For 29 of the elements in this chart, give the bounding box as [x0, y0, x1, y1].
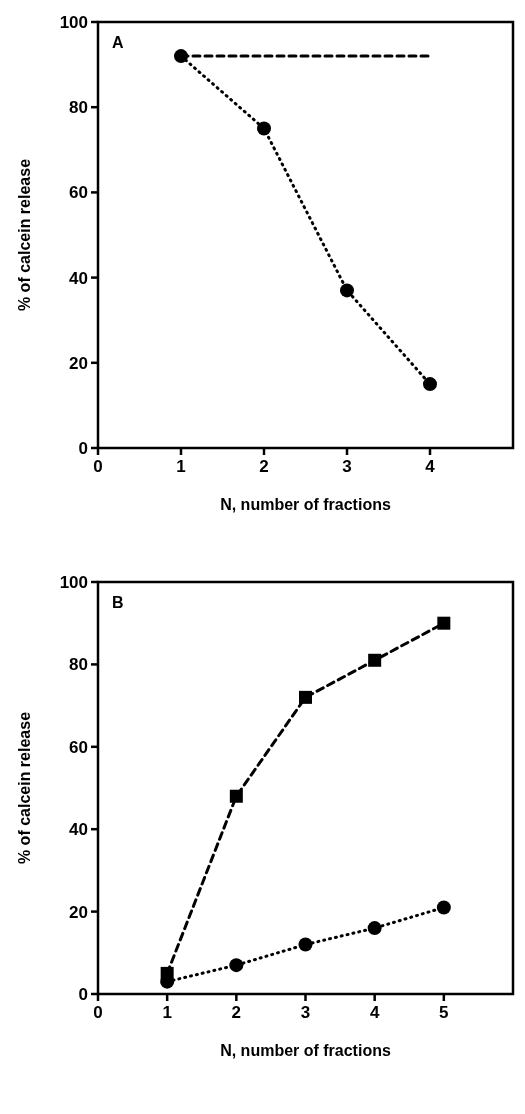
y-tick-label: 60 [69, 183, 88, 203]
x-tick-label: 3 [342, 457, 352, 476]
y-axis-title: % of calcein release [16, 711, 33, 865]
y-tick-label: 40 [69, 268, 88, 288]
y-tick-label: 100 [59, 12, 88, 32]
x-tick-label: 2 [231, 1003, 242, 1022]
y-tick-label: 80 [69, 98, 88, 118]
y-tick-label: 20 [69, 353, 88, 373]
y-tick-label: 80 [69, 655, 88, 675]
y-tick-label: 0 [78, 984, 88, 1004]
x-tick-label: 4 [369, 1003, 380, 1022]
x-tick-label: 4 [425, 457, 436, 476]
y-tick-label: 60 [69, 737, 88, 757]
y-tick-label: 40 [69, 820, 88, 840]
x-tick-label: 1 [176, 457, 186, 476]
y-tick-label: 100 [59, 572, 88, 592]
x-tick-label: 1 [162, 1003, 172, 1022]
x-tick-label: 0 [93, 1003, 103, 1022]
x-tick-label: 0 [93, 457, 103, 476]
x-tick-label: 5 [439, 1003, 449, 1022]
y-tick-label: 0 [78, 438, 88, 458]
x-tick-label: 2 [259, 457, 269, 476]
x-tick-label: 3 [300, 1003, 311, 1022]
x-axis-title: N, number of fractions [220, 496, 391, 513]
y-tick-label: 20 [69, 902, 88, 922]
annotation: A [112, 34, 124, 51]
annotation: B [112, 594, 124, 611]
x-axis-title: N, number of fractions [220, 1042, 391, 1059]
y-axis-title: % of calcein release [16, 158, 33, 312]
